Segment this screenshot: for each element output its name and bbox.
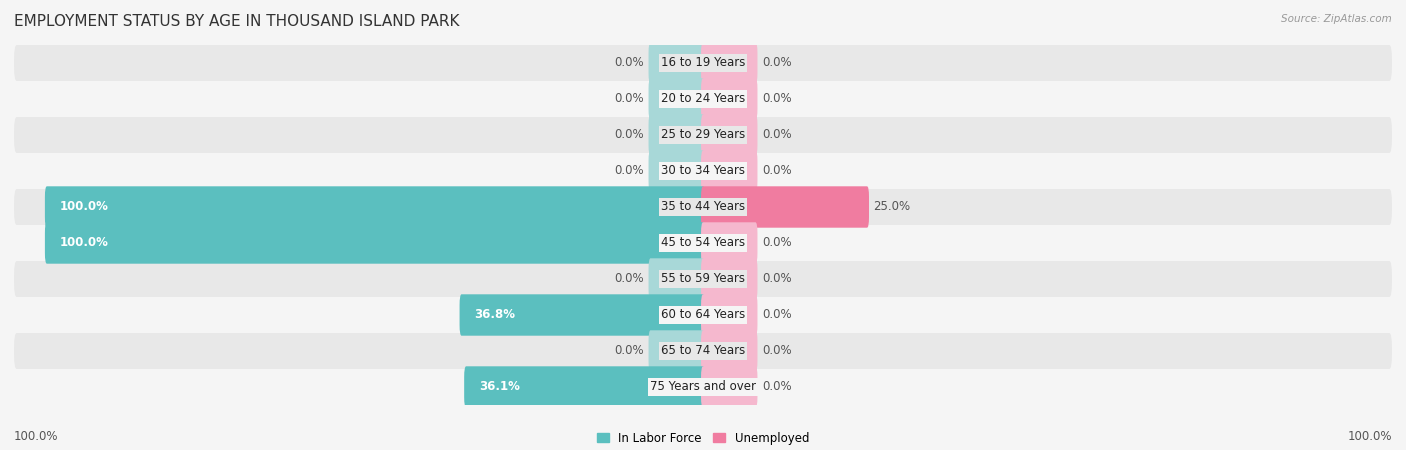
FancyBboxPatch shape [14, 117, 1392, 153]
Text: 100.0%: 100.0% [60, 237, 108, 249]
FancyBboxPatch shape [14, 81, 1392, 117]
FancyBboxPatch shape [45, 222, 704, 264]
Text: 100.0%: 100.0% [14, 430, 59, 443]
FancyBboxPatch shape [14, 261, 1392, 297]
Text: 0.0%: 0.0% [762, 237, 792, 249]
Text: 25.0%: 25.0% [873, 201, 911, 213]
Text: 100.0%: 100.0% [60, 201, 108, 213]
Text: 0.0%: 0.0% [614, 57, 644, 69]
FancyBboxPatch shape [460, 294, 704, 336]
FancyBboxPatch shape [648, 114, 704, 156]
Text: 25 to 29 Years: 25 to 29 Years [661, 129, 745, 141]
Text: 0.0%: 0.0% [614, 93, 644, 105]
Text: 0.0%: 0.0% [762, 345, 792, 357]
Text: 20 to 24 Years: 20 to 24 Years [661, 93, 745, 105]
FancyBboxPatch shape [45, 186, 704, 228]
Text: 0.0%: 0.0% [614, 129, 644, 141]
FancyBboxPatch shape [702, 258, 758, 300]
FancyBboxPatch shape [702, 42, 758, 84]
Text: 0.0%: 0.0% [762, 273, 792, 285]
FancyBboxPatch shape [648, 42, 704, 84]
Text: 36.8%: 36.8% [475, 309, 516, 321]
Text: 0.0%: 0.0% [614, 273, 644, 285]
Text: Source: ZipAtlas.com: Source: ZipAtlas.com [1281, 14, 1392, 23]
FancyBboxPatch shape [648, 150, 704, 192]
Text: 0.0%: 0.0% [762, 93, 792, 105]
Text: 45 to 54 Years: 45 to 54 Years [661, 237, 745, 249]
Text: 0.0%: 0.0% [762, 57, 792, 69]
Text: 0.0%: 0.0% [614, 345, 644, 357]
FancyBboxPatch shape [702, 114, 758, 156]
FancyBboxPatch shape [702, 366, 758, 408]
FancyBboxPatch shape [14, 153, 1392, 189]
FancyBboxPatch shape [648, 258, 704, 300]
FancyBboxPatch shape [14, 45, 1392, 81]
FancyBboxPatch shape [648, 330, 704, 372]
Text: 0.0%: 0.0% [762, 309, 792, 321]
Text: 36.1%: 36.1% [479, 381, 520, 393]
FancyBboxPatch shape [14, 333, 1392, 369]
Text: 0.0%: 0.0% [762, 129, 792, 141]
Text: 0.0%: 0.0% [762, 165, 792, 177]
FancyBboxPatch shape [14, 297, 1392, 333]
Text: 100.0%: 100.0% [1347, 430, 1392, 443]
Legend: In Labor Force, Unemployed: In Labor Force, Unemployed [592, 427, 814, 450]
Text: 0.0%: 0.0% [762, 381, 792, 393]
FancyBboxPatch shape [702, 150, 758, 192]
Text: EMPLOYMENT STATUS BY AGE IN THOUSAND ISLAND PARK: EMPLOYMENT STATUS BY AGE IN THOUSAND ISL… [14, 14, 460, 28]
FancyBboxPatch shape [464, 366, 704, 408]
Text: 35 to 44 Years: 35 to 44 Years [661, 201, 745, 213]
FancyBboxPatch shape [14, 369, 1392, 405]
Text: 60 to 64 Years: 60 to 64 Years [661, 309, 745, 321]
Text: 55 to 59 Years: 55 to 59 Years [661, 273, 745, 285]
FancyBboxPatch shape [702, 294, 758, 336]
FancyBboxPatch shape [648, 78, 704, 120]
FancyBboxPatch shape [702, 186, 869, 228]
FancyBboxPatch shape [702, 222, 758, 264]
Text: 75 Years and over: 75 Years and over [650, 381, 756, 393]
FancyBboxPatch shape [14, 189, 1392, 225]
Text: 30 to 34 Years: 30 to 34 Years [661, 165, 745, 177]
Text: 0.0%: 0.0% [614, 165, 644, 177]
Text: 65 to 74 Years: 65 to 74 Years [661, 345, 745, 357]
FancyBboxPatch shape [702, 330, 758, 372]
Text: 16 to 19 Years: 16 to 19 Years [661, 57, 745, 69]
FancyBboxPatch shape [14, 225, 1392, 261]
FancyBboxPatch shape [702, 78, 758, 120]
